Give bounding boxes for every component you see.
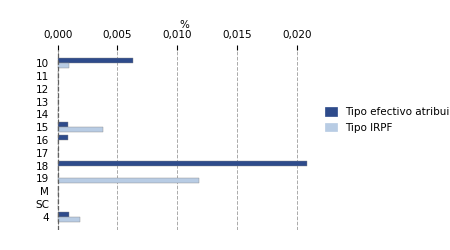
Bar	[58, 178, 199, 183]
Bar	[58, 161, 306, 166]
Bar	[58, 217, 80, 222]
Legend: Tipo efectivo atribuible, Tipo IRPF: Tipo efectivo atribuible, Tipo IRPF	[325, 108, 450, 132]
Bar	[58, 58, 133, 63]
Bar	[58, 212, 69, 217]
Bar	[58, 127, 103, 132]
Bar	[58, 122, 68, 127]
Bar	[58, 63, 69, 68]
Bar	[58, 135, 68, 140]
X-axis label: %: %	[180, 20, 189, 30]
